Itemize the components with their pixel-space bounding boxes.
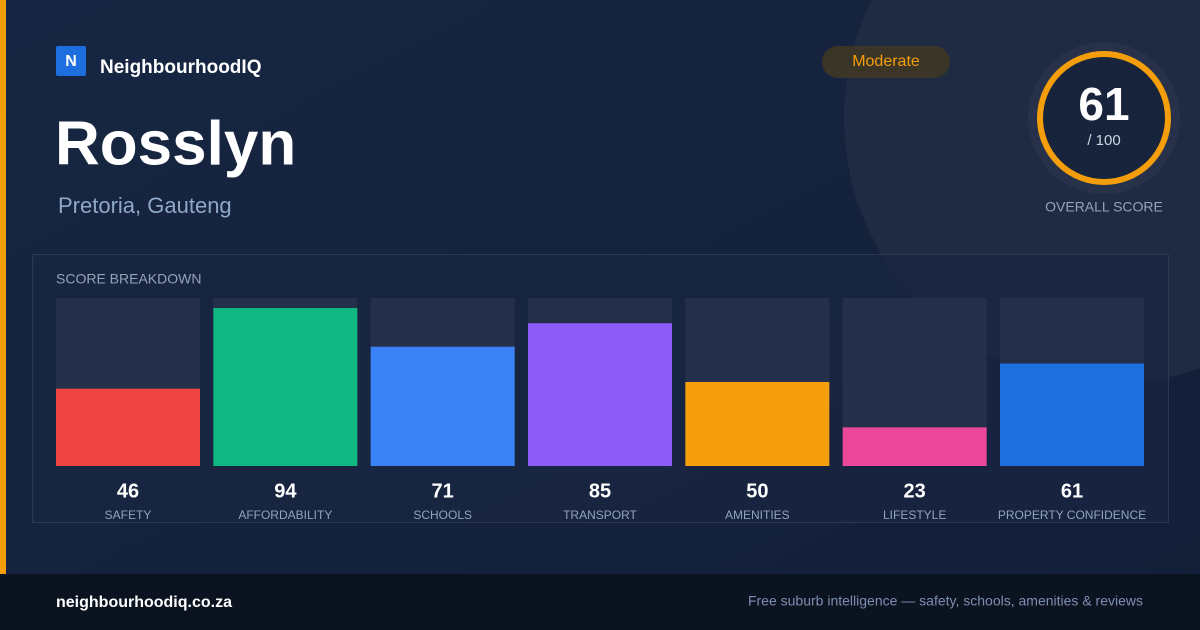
footer-tagline: Free suburb intelligence — safety, schoo… — [748, 593, 1143, 609]
value-label: 71 — [432, 480, 454, 502]
value-label: 85 — [589, 480, 611, 502]
value-label: 50 — [746, 480, 768, 502]
overall-score: 61 — [1078, 78, 1129, 130]
bar — [56, 388, 200, 466]
badge-text: Moderate — [852, 53, 920, 70]
category-label: SCHOOLS — [413, 508, 472, 522]
value-label: 46 — [117, 480, 139, 502]
bar — [1000, 363, 1144, 466]
bar — [370, 346, 515, 466]
brand-name: NeighbourhoodIQ — [100, 57, 261, 78]
overall-label: OVERALL SCORE — [1045, 199, 1163, 215]
subtitle: Pretoria, Gauteng — [58, 193, 232, 218]
bar — [685, 382, 830, 466]
category-label: SAFETY — [105, 508, 152, 522]
chart-title: SCORE BREAKDOWN — [56, 271, 201, 287]
value-label: 23 — [904, 480, 926, 502]
badge — [822, 46, 950, 78]
category-label: AFFORDABILITY — [238, 508, 332, 522]
bar — [842, 427, 987, 466]
title: Rosslyn — [55, 109, 296, 178]
logo-letter: N — [65, 53, 77, 70]
bar — [213, 308, 358, 466]
score-ring — [1037, 51, 1171, 185]
overall-max: / 100 — [1087, 132, 1120, 149]
footer — [0, 574, 1200, 630]
value-label: 94 — [274, 480, 297, 502]
footer-site: neighbourhoodiq.co.za — [56, 594, 232, 611]
value-label: 61 — [1061, 480, 1083, 502]
category-label: TRANSPORT — [563, 508, 637, 522]
accent-stripe — [0, 0, 6, 574]
bar — [528, 323, 672, 466]
category-label: PROPERTY CONFIDENCE — [998, 508, 1146, 522]
category-label: LIFESTYLE — [883, 508, 946, 522]
category-label: AMENITIES — [725, 508, 790, 522]
logo — [56, 46, 86, 76]
